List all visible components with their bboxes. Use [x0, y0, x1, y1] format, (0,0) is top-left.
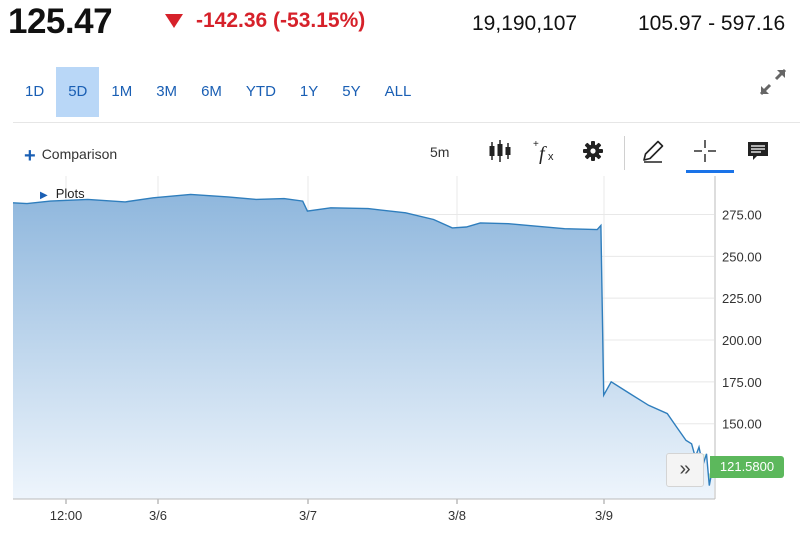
- indicators-fx-icon[interactable]: + f x: [533, 138, 559, 164]
- price-line: [12, 193, 715, 486]
- comparison-label: Comparison: [41, 146, 118, 162]
- x-tick-label: 3/8: [448, 508, 466, 523]
- y-tick-label: 200.00: [722, 333, 762, 348]
- plots-label: Plots: [55, 186, 85, 201]
- range-tabs: 1D 5D 1M 3M 6M YTD 1Y 5Y ALL: [13, 67, 423, 117]
- svg-text:x: x: [548, 151, 554, 163]
- tab-ytd[interactable]: YTD: [245, 83, 276, 100]
- triangle-right-icon: ▶: [40, 190, 48, 201]
- tab-1y[interactable]: 1Y: [299, 83, 319, 100]
- interval-selector[interactable]: 5m: [430, 144, 450, 160]
- quote-header: 125.47 -142.36 (-53.15%) 19,190,107 105.…: [0, 0, 800, 50]
- tab-3m[interactable]: 3M: [156, 83, 178, 100]
- tab-1d[interactable]: 1D: [25, 83, 45, 100]
- annotation-comment-icon[interactable]: [745, 138, 771, 164]
- y-tick-label: 150.00: [722, 417, 762, 432]
- active-tool-indicator: [686, 170, 734, 173]
- double-chevron-right-icon: »: [679, 458, 691, 480]
- y-tick-label: 275.00: [722, 207, 762, 222]
- price-chart[interactable]: 12:00 3/6 3/7 3/8 3/9 275.00 250.00 225.00 200.…: [0, 176, 800, 537]
- tab-all[interactable]: ALL: [384, 83, 412, 100]
- candlestick-icon[interactable]: [487, 138, 513, 164]
- plus-icon: +: [24, 145, 36, 167]
- crosshair-icon[interactable]: [692, 138, 718, 164]
- x-axis: 12:00 3/6 3/7 3/8 3/9: [13, 498, 715, 523]
- y-tick-label: 225.00: [722, 291, 762, 306]
- divider: [13, 122, 800, 123]
- svg-text:+: +: [533, 139, 539, 150]
- tab-5d[interactable]: 5D: [56, 67, 100, 117]
- svg-text:f: f: [539, 143, 547, 164]
- draw-pencil-icon[interactable]: [640, 138, 666, 164]
- y-tick-label: 175.00: [722, 375, 762, 390]
- plots-toggle[interactable]: ▶ Plots: [40, 186, 85, 201]
- tab-6m[interactable]: 6M: [201, 83, 222, 100]
- last-price: 125.47: [8, 2, 113, 41]
- price-change: -142.36 (-53.15%): [196, 9, 366, 32]
- volume-value: 19,190,107: [472, 12, 578, 35]
- y-tick-label: 250.00: [722, 249, 762, 264]
- comparison-button[interactable]: + Comparison: [24, 145, 117, 168]
- expand-icon[interactable]: [757, 66, 789, 98]
- settings-gear-icon[interactable]: [580, 138, 606, 164]
- chart-toolbar: + Comparison 5m + f x: [0, 130, 800, 176]
- down-arrow-icon: [165, 14, 183, 28]
- x-tick-label: 3/9: [595, 508, 613, 523]
- price-range: 105.97 - 597.16: [638, 12, 786, 35]
- collapse-button[interactable]: »: [666, 453, 704, 487]
- x-tick-label: 12:00: [50, 508, 83, 523]
- price-area: [13, 194, 714, 499]
- current-price-tag: 121.5800: [710, 456, 784, 478]
- tab-1m[interactable]: 1M: [111, 83, 133, 100]
- tab-5y[interactable]: 5Y: [342, 83, 361, 100]
- toolbar-separator: [624, 136, 625, 170]
- x-tick-label: 3/7: [299, 508, 317, 523]
- y-axis: 275.00 250.00 225.00 200.00 175.00 150.00: [714, 176, 762, 499]
- x-tick-label: 3/6: [149, 508, 167, 523]
